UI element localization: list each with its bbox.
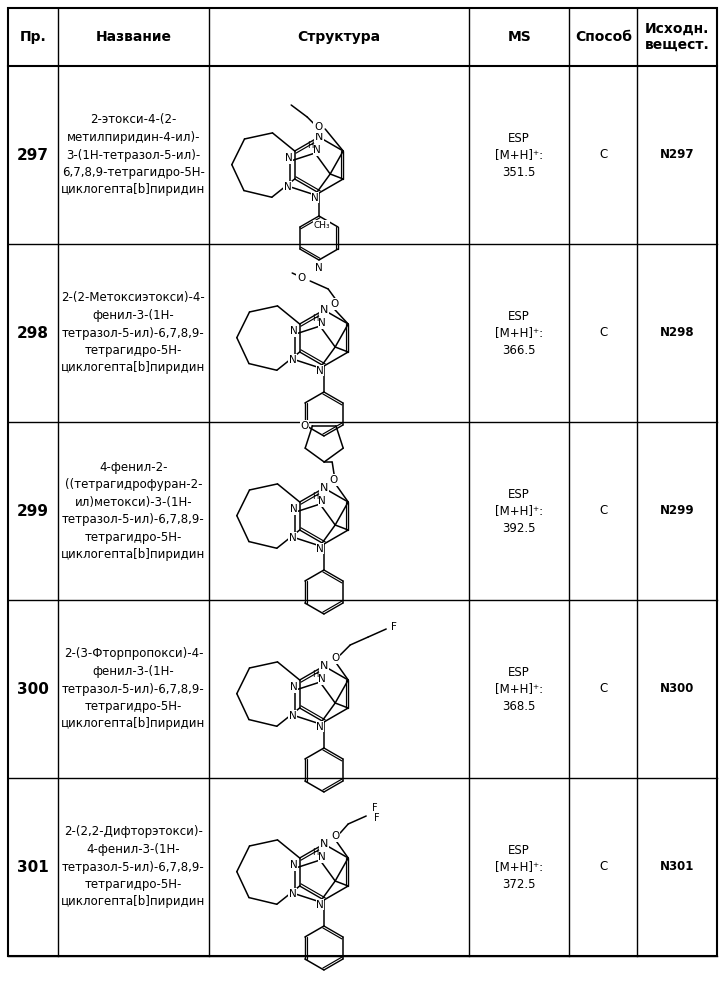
Text: N: N	[283, 182, 291, 192]
Text: C: C	[600, 860, 608, 874]
Text: ESP
[M+H]⁺:
366.5: ESP [M+H]⁺: 366.5	[495, 310, 543, 357]
Text: N: N	[289, 326, 297, 336]
Text: 297: 297	[17, 147, 49, 162]
Text: N: N	[320, 839, 328, 849]
Text: O: O	[329, 475, 337, 485]
Text: 2-(2,2-Дифторэтокси)-
4-фенил-3-(1Н-
тетразол-5-ил)-6,7,8,9-
тетрагидро-5Н-
цикл: 2-(2,2-Дифторэтокси)- 4-фенил-3-(1Н- тет…	[62, 826, 206, 908]
Text: N: N	[320, 305, 328, 315]
Text: O: O	[297, 273, 305, 283]
Text: F: F	[374, 813, 380, 823]
Text: N: N	[318, 496, 326, 506]
Text: H: H	[312, 492, 318, 501]
Text: N: N	[289, 533, 297, 543]
Text: N: N	[311, 193, 319, 203]
Text: 298: 298	[17, 326, 49, 340]
Text: Название: Название	[96, 30, 171, 44]
Text: N299: N299	[660, 504, 695, 518]
Text: ESP
[M+H]⁺:
392.5: ESP [M+H]⁺: 392.5	[495, 488, 543, 534]
Text: F: F	[392, 622, 397, 632]
Text: N298: N298	[660, 326, 695, 340]
Text: 301: 301	[17, 859, 49, 874]
Text: H: H	[307, 141, 313, 150]
Text: CH₃: CH₃	[313, 221, 330, 230]
Text: ESP
[M+H]⁺:
351.5: ESP [M+H]⁺: 351.5	[495, 131, 543, 178]
Text: N301: N301	[660, 860, 695, 874]
Text: N: N	[316, 366, 324, 376]
Text: C: C	[600, 148, 608, 161]
Text: N: N	[320, 483, 328, 493]
Text: N: N	[320, 661, 328, 671]
Text: N: N	[289, 711, 297, 721]
Text: F: F	[372, 803, 378, 813]
Text: N300: N300	[660, 682, 695, 696]
Text: 4-фенил-2-
((тетрагидрофуран-2-
ил)метокси)-3-(1Н-
тетразол-5-ил)-6,7,8,9-
тетра: 4-фенил-2- ((тетрагидрофуран-2- ил)меток…	[62, 461, 206, 561]
Text: ESP
[M+H]⁺:
368.5: ESP [M+H]⁺: 368.5	[495, 666, 543, 712]
Text: O: O	[330, 299, 339, 309]
Text: N: N	[316, 900, 324, 910]
Text: O: O	[314, 122, 322, 132]
Text: O: O	[331, 653, 339, 663]
Text: H: H	[312, 670, 318, 679]
Text: N: N	[318, 674, 326, 684]
Text: N: N	[289, 889, 297, 899]
Text: C: C	[600, 504, 608, 518]
Text: N: N	[315, 132, 323, 142]
Text: O: O	[331, 831, 339, 841]
Text: N: N	[318, 318, 326, 328]
Text: N: N	[318, 852, 326, 862]
Text: N: N	[289, 860, 297, 870]
Text: 300: 300	[17, 682, 49, 696]
Text: Пр.: Пр.	[20, 30, 46, 44]
Text: H: H	[312, 848, 318, 857]
Text: Исходн.
вещест.: Исходн. вещест.	[645, 22, 710, 52]
Text: N: N	[289, 355, 297, 365]
Text: ESP
[M+H]⁺:
372.5: ESP [M+H]⁺: 372.5	[495, 844, 543, 890]
Text: H: H	[312, 314, 318, 323]
Text: N: N	[316, 544, 324, 554]
Text: MS: MS	[507, 30, 531, 44]
Text: 2-этокси-4-(2-
метилпиридин-4-ил)-
3-(1Н-тетразол-5-ил)-
6,7,8,9-тетрагидро-5Н-
: 2-этокси-4-(2- метилпиридин-4-ил)- 3-(1Н…	[62, 113, 206, 196]
Text: N: N	[284, 153, 292, 163]
Text: C: C	[600, 682, 608, 696]
Text: N: N	[313, 145, 321, 155]
Text: N: N	[289, 682, 297, 692]
Text: 2-(2-Метоксиэтокси)-4-
фенил-3-(1Н-
тетразол-5-ил)-6,7,8,9-
тетрагидро-5Н-
цикло: 2-(2-Метоксиэтокси)-4- фенил-3-(1Н- тетр…	[62, 292, 206, 374]
Text: O: O	[300, 421, 308, 431]
Text: 2-(3-Фторпропокси)-4-
фенил-3-(1Н-
тетразол-5-ил)-6,7,8,9-
тетрагидро-5Н-
циклог: 2-(3-Фторпропокси)-4- фенил-3-(1Н- тетра…	[62, 648, 206, 730]
Text: Структура: Структура	[297, 30, 381, 44]
Text: N: N	[289, 504, 297, 514]
Text: 299: 299	[17, 504, 49, 518]
Text: N: N	[316, 722, 324, 732]
Text: N297: N297	[660, 148, 695, 161]
Text: Способ: Способ	[575, 30, 632, 44]
Text: N: N	[315, 263, 323, 273]
Text: C: C	[600, 326, 608, 340]
